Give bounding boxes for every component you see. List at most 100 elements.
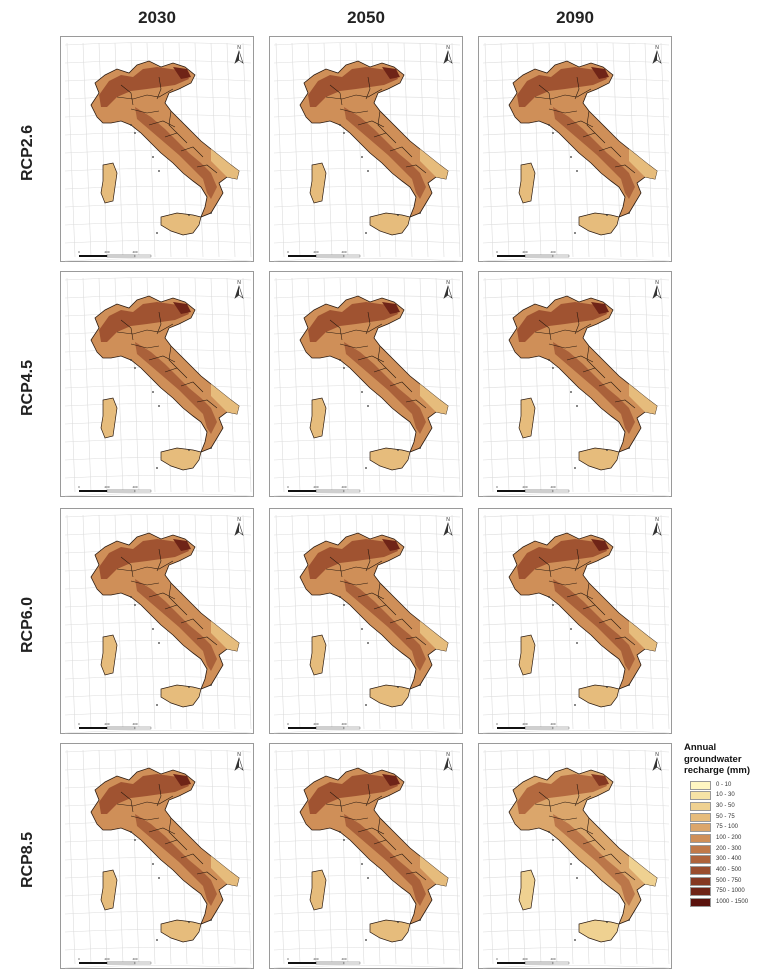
islet bbox=[397, 921, 399, 923]
region-borders bbox=[325, 76, 427, 174]
alps-high-recharge bbox=[517, 774, 607, 814]
northeast-peak-recharge bbox=[173, 774, 191, 786]
islet bbox=[548, 831, 550, 833]
islet bbox=[628, 447, 630, 449]
north-label: N bbox=[446, 517, 450, 523]
islet bbox=[343, 839, 345, 841]
scale-bar-label: 400 bbox=[132, 957, 137, 961]
north-arrow-half bbox=[235, 51, 239, 63]
islet bbox=[367, 877, 369, 879]
islet bbox=[130, 359, 132, 361]
scale-bar: 0 200 400 bbox=[78, 957, 152, 965]
north-label: N bbox=[655, 752, 659, 758]
scale-bar-label: 400 bbox=[132, 485, 137, 489]
region-borders bbox=[116, 76, 218, 174]
apennines-recharge bbox=[553, 579, 635, 671]
scale-bar-label: 200 bbox=[313, 250, 318, 254]
map-svg: N 0 200 400 bbox=[482, 277, 670, 497]
islet bbox=[158, 170, 160, 172]
legend-item: 200 - 300 bbox=[684, 844, 779, 855]
puglia-low-recharge bbox=[420, 149, 448, 179]
islet bbox=[419, 919, 421, 921]
sicily bbox=[369, 919, 411, 943]
north-arrow-half bbox=[653, 523, 657, 535]
islet bbox=[419, 447, 421, 449]
scale-bar-label: 400 bbox=[550, 957, 555, 961]
islet bbox=[339, 831, 341, 833]
scale-bar-label: 400 bbox=[341, 722, 346, 726]
region-borders bbox=[116, 548, 218, 646]
islet bbox=[158, 642, 160, 644]
row-header-rcp85: RCP8.5 bbox=[8, 743, 48, 976]
islet bbox=[158, 877, 160, 879]
legend-label: 750 - 1000 bbox=[716, 888, 745, 895]
islet bbox=[365, 467, 367, 469]
scale-bar-label: 400 bbox=[550, 485, 555, 489]
scale-bar-label: 0 bbox=[496, 957, 498, 961]
islet bbox=[343, 132, 345, 134]
scale-bar-label: 200 bbox=[104, 250, 109, 254]
scale-bar: 0 200 400 bbox=[287, 485, 361, 493]
islet bbox=[152, 863, 154, 865]
north-arrow-half bbox=[444, 51, 448, 63]
islet bbox=[339, 359, 341, 361]
islet bbox=[134, 132, 136, 134]
legend-label: 300 - 400 bbox=[716, 856, 742, 863]
islet bbox=[361, 156, 363, 158]
alps-high-recharge bbox=[99, 539, 189, 579]
alps-high-recharge bbox=[99, 67, 189, 107]
sardinia bbox=[100, 634, 118, 676]
scale-bar: 0 200 400 bbox=[78, 485, 152, 493]
scale-bar-label: 200 bbox=[104, 722, 109, 726]
scale-bar-label: 200 bbox=[313, 485, 318, 489]
islet bbox=[210, 684, 212, 686]
northeast-peak-recharge bbox=[591, 539, 609, 551]
scale-bar-label: 0 bbox=[496, 722, 498, 726]
legend-item: 75 - 100 bbox=[684, 822, 779, 833]
north-arrow-half bbox=[235, 758, 239, 770]
scale-bar: 0 200 400 bbox=[287, 722, 361, 730]
map-panel: N 0 200 400 bbox=[269, 743, 463, 969]
north-label: N bbox=[237, 45, 241, 51]
sardinia bbox=[100, 869, 118, 911]
legend-swatch bbox=[690, 866, 711, 875]
islet bbox=[365, 704, 367, 706]
sicily bbox=[160, 684, 202, 708]
alps-high-recharge bbox=[99, 774, 189, 814]
puglia-low-recharge bbox=[211, 621, 239, 651]
scale-bar-label: 0 bbox=[496, 485, 498, 489]
graticule bbox=[64, 277, 252, 497]
scale-bar: 0 200 400 bbox=[496, 957, 570, 965]
sicily bbox=[578, 919, 620, 943]
islet bbox=[210, 447, 212, 449]
row-header-rcp26: RCP2.6 bbox=[8, 36, 48, 269]
apennines-recharge bbox=[135, 107, 217, 199]
scale-bar-label: 200 bbox=[104, 957, 109, 961]
sardinia bbox=[518, 162, 536, 204]
legend-title-line: recharge (mm) bbox=[684, 765, 750, 776]
legend-label: 1000 - 1500 bbox=[716, 899, 749, 906]
sicily bbox=[369, 447, 411, 471]
islet bbox=[570, 156, 572, 158]
column-header-2050: 2050 bbox=[347, 8, 385, 27]
islet bbox=[570, 863, 572, 865]
scale-bar-label: 200 bbox=[104, 485, 109, 489]
sardinia bbox=[518, 869, 536, 911]
islet bbox=[548, 596, 550, 598]
scale-bar-label: 400 bbox=[550, 722, 555, 726]
map-svg: N 0 200 400 bbox=[482, 749, 670, 969]
northeast-peak-recharge bbox=[382, 774, 400, 786]
islet bbox=[570, 391, 572, 393]
sardinia bbox=[100, 397, 118, 439]
legend-title-line: Annual bbox=[684, 742, 717, 753]
apennines-recharge bbox=[135, 814, 217, 906]
scale-bar-label: 400 bbox=[550, 250, 555, 254]
islet bbox=[548, 124, 550, 126]
scale-bar-label: 0 bbox=[78, 957, 80, 961]
islet bbox=[574, 939, 576, 941]
puglia-low-recharge bbox=[420, 856, 448, 886]
northeast-peak-recharge bbox=[382, 539, 400, 551]
islet bbox=[361, 391, 363, 393]
map-panel: N 0 200 400 bbox=[269, 508, 463, 734]
islet bbox=[210, 212, 212, 214]
